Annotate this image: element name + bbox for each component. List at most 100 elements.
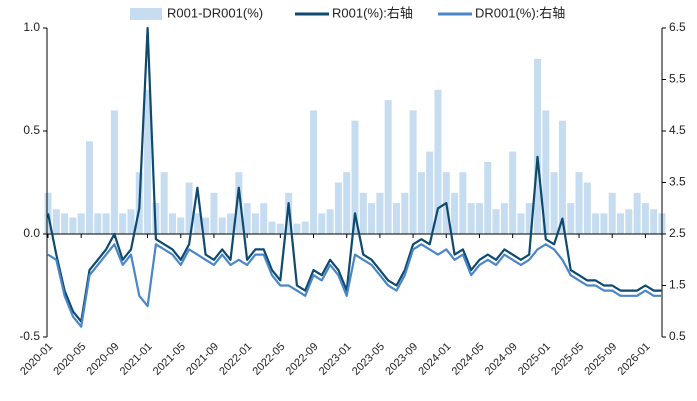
y2-tick-label: 3.5 [669, 175, 686, 189]
y2-tick-label: 1.5 [669, 278, 686, 292]
bar [417, 172, 425, 234]
bar [144, 89, 152, 234]
bar [52, 209, 60, 234]
bar [177, 217, 185, 234]
bar [558, 120, 566, 234]
x-tick-label: 2026-01 [616, 341, 653, 378]
x-tick-label: 2023-05 [350, 341, 387, 378]
bar [268, 221, 276, 234]
bar [334, 182, 342, 234]
bar [592, 213, 600, 234]
bar [475, 203, 483, 234]
bar [310, 110, 318, 234]
bar [384, 100, 392, 234]
legend-label: DR001(%):右轴 [475, 5, 565, 20]
bar [534, 58, 542, 235]
bar [61, 213, 69, 234]
x-tick-label: 2023-01 [317, 341, 354, 378]
bar [426, 151, 434, 234]
bar [243, 203, 251, 234]
bar [260, 203, 268, 234]
bar [600, 213, 608, 234]
bar [127, 209, 135, 234]
bar [434, 89, 442, 234]
bar [102, 213, 110, 234]
bar [467, 203, 475, 234]
x-tick-label: 2022-05 [250, 341, 287, 378]
bar [451, 192, 459, 234]
bar [110, 110, 118, 234]
bar [94, 213, 102, 234]
y-tick-label: 1.0 [23, 20, 40, 34]
bar [69, 217, 77, 234]
legend-label: R001-DR001(%) [167, 5, 263, 20]
legend-label: R001(%):右轴 [332, 5, 413, 20]
bar [301, 221, 309, 234]
x-tick-label: 2025-05 [549, 341, 586, 378]
bar [359, 192, 367, 234]
line [46, 26, 662, 323]
line [47, 243, 662, 328]
bar [210, 192, 218, 234]
y2-tick-label: 6.5 [669, 20, 686, 34]
bar [517, 213, 525, 234]
x-tick-label: 2024-09 [483, 341, 520, 378]
x-tick-label: 2021-01 [118, 341, 155, 378]
bar [218, 217, 226, 234]
bar [484, 161, 492, 234]
x-tick-label: 2021-09 [184, 341, 221, 378]
bar [343, 172, 351, 234]
bar [409, 110, 417, 234]
x-tick-label: 2022-09 [284, 341, 321, 378]
bar [575, 172, 583, 234]
y2-tick-label: 0.5 [669, 329, 686, 343]
bar [85, 141, 93, 234]
bar [202, 217, 210, 234]
bar [459, 172, 467, 234]
bar [392, 203, 400, 234]
bar [368, 203, 376, 234]
bar [500, 203, 508, 234]
x-tick-label: 2023-09 [383, 341, 420, 378]
bar [318, 213, 326, 234]
y-tick-label: 0.5 [23, 123, 40, 137]
bar [583, 182, 591, 234]
x-tick-label: 2024-05 [450, 341, 487, 378]
y2-tick-label: 4.5 [669, 123, 686, 137]
bar [251, 213, 259, 234]
y2-tick-label: 2.5 [669, 226, 686, 240]
bar [641, 203, 649, 234]
bar [326, 209, 334, 234]
x-tick-label: 2024-01 [416, 341, 453, 378]
bar [77, 213, 85, 234]
x-tick-label: 2022-01 [217, 341, 254, 378]
bar [633, 192, 641, 234]
bar [625, 209, 633, 234]
y2-tick-label: 5.5 [669, 72, 686, 86]
bar [185, 182, 193, 234]
x-tick-label: 2020-09 [85, 341, 122, 378]
x-tick-label: 2025-09 [582, 341, 619, 378]
bar [525, 203, 533, 234]
bar [193, 213, 201, 234]
x-tick-label: 2020-05 [51, 341, 88, 378]
bar [542, 110, 550, 234]
y-tick-label: 0.0 [23, 226, 40, 240]
bar [401, 192, 409, 234]
y-tick-label: -0.5 [19, 329, 40, 343]
bar [235, 172, 243, 234]
bar [276, 223, 284, 234]
bar [119, 213, 127, 234]
bar [550, 172, 558, 234]
bar [160, 172, 168, 234]
bar [509, 151, 517, 234]
bar [492, 209, 500, 234]
bar [567, 203, 575, 234]
bar [293, 223, 301, 234]
bar [227, 213, 235, 234]
bar [376, 192, 384, 234]
bar [650, 209, 658, 234]
x-tick-label: 2025-01 [516, 341, 553, 378]
bar [608, 192, 616, 234]
